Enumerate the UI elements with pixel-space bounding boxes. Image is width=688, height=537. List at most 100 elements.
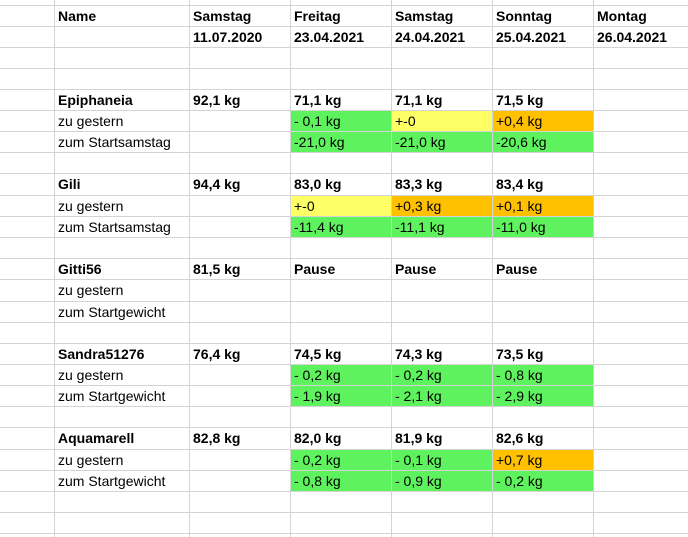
diff-yesterday-cell[interactable]: +0,3 kg <box>392 196 492 216</box>
row-label-cell[interactable]: zu gestern <box>58 282 124 298</box>
diff-start-cell[interactable]: - 0,2 kg <box>493 471 593 491</box>
diff-start-cell[interactable]: -21,0 kg <box>392 132 492 152</box>
diff-start-cell[interactable]: - 0,8 kg <box>291 471 391 491</box>
weight-cell[interactable]: 74,3 kg <box>395 346 443 362</box>
header-date-cell[interactable]: 26.04.2021 <box>597 29 668 45</box>
diff-yesterday-cell[interactable]: - 0,2 kg <box>291 365 391 385</box>
grid-column-line <box>492 0 493 537</box>
person-name-cell[interactable]: Epiphaneia <box>58 92 133 108</box>
diff-start-cell[interactable]: - 2,9 kg <box>493 386 593 406</box>
header-date-cell[interactable]: 24.04.2021 <box>395 29 466 45</box>
grid-row-line <box>0 406 688 407</box>
weight-cell[interactable]: 82,6 kg <box>496 430 544 446</box>
grid-row-line <box>0 68 688 69</box>
weight-cell[interactable]: 73,5 kg <box>496 346 544 362</box>
start-weight-cell[interactable]: 94,4 kg <box>193 176 241 192</box>
row-label-cell[interactable]: zu gestern <box>58 113 124 129</box>
grid-row-line <box>0 322 688 323</box>
header-day-cell[interactable]: Montag <box>597 8 647 24</box>
header-day-cell[interactable]: Sonntag <box>496 8 552 24</box>
grid-row-line <box>0 89 688 90</box>
header-name-cell[interactable]: Name <box>58 8 97 24</box>
start-weight-cell[interactable]: 76,4 kg <box>193 346 241 362</box>
person-name-cell[interactable]: Gitti56 <box>58 261 102 277</box>
grid-row-line <box>0 26 688 27</box>
grid-row-line <box>0 301 688 302</box>
row-label-cell[interactable]: zum Startsamstag <box>58 134 171 150</box>
weight-cell[interactable]: Pause <box>294 261 336 277</box>
row-label-cell[interactable]: zum Startgewicht <box>58 388 166 404</box>
row-label-cell[interactable]: zu gestern <box>58 198 124 214</box>
person-name-cell[interactable]: Sandra51276 <box>58 346 145 362</box>
diff-yesterday-cell[interactable]: +0,7 kg <box>493 450 593 470</box>
grid-row-line <box>0 279 688 280</box>
grid-row-line <box>0 470 688 471</box>
header-date-cell[interactable]: 11.07.2020 <box>193 29 263 45</box>
header-day-cell[interactable]: Freitag <box>294 8 341 24</box>
grid-row-line <box>0 195 688 196</box>
weight-cell[interactable]: 71,1 kg <box>294 92 342 108</box>
grid-row-line <box>0 173 688 174</box>
row-label-cell[interactable]: zu gestern <box>58 367 124 383</box>
row-label-cell[interactable]: zum Startgewicht <box>58 304 166 320</box>
header-date-cell[interactable]: 25.04.2021 <box>496 29 567 45</box>
grid-row-line <box>0 533 688 534</box>
grid-row-line <box>0 512 688 513</box>
grid-row-line <box>0 47 688 48</box>
grid-row-line <box>0 237 688 238</box>
grid-row-line <box>0 110 688 111</box>
diff-yesterday-cell[interactable]: - 0,1 kg <box>392 450 492 470</box>
weight-cell[interactable]: 83,0 kg <box>294 176 342 192</box>
row-label-cell[interactable]: zum Startsamstag <box>58 219 171 235</box>
diff-yesterday-cell[interactable]: - 0,1 kg <box>291 111 391 131</box>
grid-column-line <box>593 0 594 537</box>
grid-column-line <box>189 0 190 537</box>
diff-yesterday-cell[interactable]: +0,1 kg <box>493 196 593 216</box>
grid-row-line <box>0 216 688 217</box>
grid-row-line <box>0 364 688 365</box>
diff-start-cell[interactable]: -11,1 kg <box>392 217 492 237</box>
diff-start-cell[interactable]: - 2,1 kg <box>392 386 492 406</box>
row-label-cell[interactable]: zu gestern <box>58 452 124 468</box>
diff-yesterday-cell[interactable]: - 0,2 kg <box>392 365 492 385</box>
weight-cell[interactable]: Pause <box>496 261 538 277</box>
start-weight-cell[interactable]: 81,5 kg <box>193 261 241 277</box>
diff-start-cell[interactable]: -21,0 kg <box>291 132 391 152</box>
diff-start-cell[interactable]: - 0,9 kg <box>392 471 492 491</box>
grid-column-line <box>391 0 392 537</box>
weight-cell[interactable]: 74,5 kg <box>294 346 342 362</box>
weight-cell[interactable]: 71,5 kg <box>496 92 544 108</box>
weight-cell[interactable]: 71,1 kg <box>395 92 443 108</box>
grid-row-line <box>0 258 688 259</box>
header-day-cell[interactable]: Samstag <box>193 8 252 24</box>
weight-cell[interactable]: 82,0 kg <box>294 430 342 446</box>
diff-start-cell[interactable]: - 1,9 kg <box>291 386 391 406</box>
header-day-cell[interactable]: Samstag <box>395 8 454 24</box>
weight-cell[interactable]: Pause <box>395 261 437 277</box>
start-weight-cell[interactable]: 82,8 kg <box>193 430 241 446</box>
weight-cell[interactable]: 83,3 kg <box>395 176 443 192</box>
grid-row-line <box>0 385 688 386</box>
grid-row-line <box>0 5 688 6</box>
diff-start-cell[interactable]: -20,6 kg <box>493 132 593 152</box>
person-name-cell[interactable]: Gili <box>58 176 81 192</box>
grid-column-line <box>54 0 55 537</box>
diff-yesterday-cell[interactable]: - 0,8 kg <box>493 365 593 385</box>
start-weight-cell[interactable]: 92,1 kg <box>193 92 241 108</box>
grid-row-line <box>0 491 688 492</box>
diff-yesterday-cell[interactable]: - 0,2 kg <box>291 450 391 470</box>
grid-row-line <box>0 427 688 428</box>
diff-yesterday-cell[interactable]: +0,4 kg <box>493 111 593 131</box>
row-label-cell[interactable]: zum Startgewicht <box>58 473 166 489</box>
weight-cell[interactable]: 81,9 kg <box>395 430 443 446</box>
header-date-cell[interactable]: 23.04.2021 <box>294 29 365 45</box>
person-name-cell[interactable]: Aquamarell <box>58 430 135 446</box>
weight-cell[interactable]: 83,4 kg <box>496 176 544 192</box>
diff-yesterday-cell[interactable]: +-0 <box>392 111 492 131</box>
grid-row-line <box>0 449 688 450</box>
diff-start-cell[interactable]: -11,4 kg <box>291 217 391 237</box>
diff-yesterday-cell[interactable]: +-0 <box>291 196 391 216</box>
diff-start-cell[interactable]: -11,0 kg <box>493 217 593 237</box>
grid-row-line <box>0 131 688 132</box>
